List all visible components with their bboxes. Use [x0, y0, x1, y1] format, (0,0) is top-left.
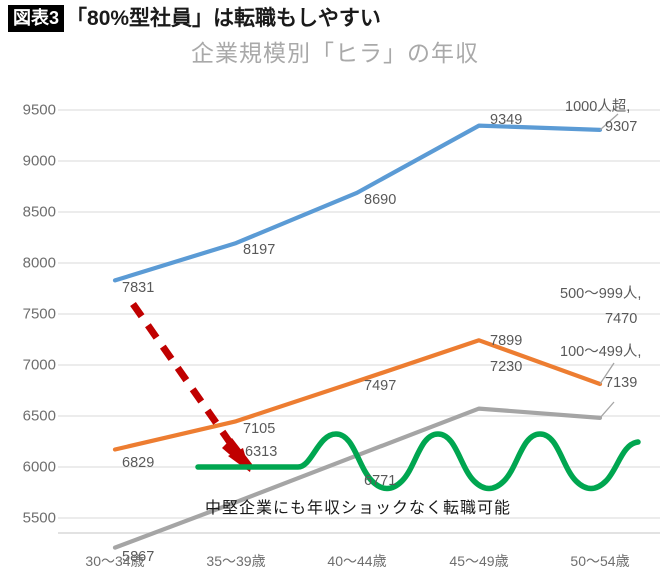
title-row: 図表3 「80%型社員」は転職もしやすい	[8, 5, 381, 32]
leader-line-orange	[599, 362, 615, 385]
data-label-blue: 8690	[364, 192, 397, 208]
green-wave-annotation	[195, 431, 641, 492]
series-line-blue	[112, 123, 603, 283]
series-label-orange: 500〜999人,	[560, 286, 642, 302]
data-label-orange: 7497	[364, 378, 397, 394]
data-label-orange: 7470	[605, 311, 638, 327]
data-label-gray: 5867	[122, 549, 155, 565]
leader-line-gray	[599, 401, 615, 419]
data-label-orange: 6829	[122, 455, 155, 471]
red-dashed-arrow-annotation	[130, 301, 252, 472]
data-label-orange: 7105	[243, 421, 276, 437]
plot-area: 9500 9000 8500 8000 7500 7000 6500 6000 …	[0, 82, 670, 575]
data-label-blue: 7831	[122, 280, 155, 296]
y-axis: 9500 9000 8500 8000 7500 7000 6500 6000 …	[0, 82, 56, 575]
data-label-gray: 7230	[490, 359, 523, 375]
data-label-orange: 7899	[490, 333, 523, 349]
x-tick-label: 50〜54歳	[570, 553, 630, 569]
x-tick-label: 30〜34歳	[85, 553, 145, 569]
data-label-gray: 6771	[364, 473, 397, 489]
annotation-caption: 中堅企業にも年収ショックなく転職可能	[205, 500, 512, 517]
y-tick-label: 7000	[22, 356, 56, 374]
page-title: 「80%型社員」は転職もしやすい	[66, 7, 381, 30]
data-label-blue: 9307	[605, 119, 638, 135]
series-label-gray: 100〜499人,	[560, 344, 642, 360]
series-line-gray	[112, 406, 603, 550]
data-label-blue: 9349	[490, 112, 523, 128]
figure-badge: 図表3	[8, 5, 65, 32]
y-tick-label: 7500	[22, 305, 56, 323]
y-tick-label: 5500	[22, 509, 56, 527]
data-label-gray: 7139	[605, 375, 638, 391]
data-label-blue: 8197	[243, 242, 276, 258]
chart-subtitle: 企業規模別「ヒラ」の年収	[191, 40, 479, 66]
y-tick-label: 9500	[22, 101, 56, 119]
series-label-blue: 1000人超,	[565, 99, 631, 115]
chart-canvas	[58, 109, 660, 550]
y-tick-label: 6000	[22, 458, 56, 476]
series-line-orange	[112, 338, 603, 452]
chart-header: 図表3 「80%型社員」は転職もしやすい 企業規模別「ヒラ」の年収	[0, 0, 670, 82]
y-tick-label: 8000	[22, 254, 56, 272]
x-tick-label: 35〜39歳	[206, 553, 266, 569]
y-tick-label: 6500	[22, 407, 56, 425]
x-tick-label: 45〜49歳	[449, 553, 509, 569]
x-axis: 30〜34歳 35〜39歳 40〜44歳 45〜49歳 50〜54歳	[0, 541, 670, 575]
x-tick-label: 40〜44歳	[327, 553, 387, 569]
y-tick-label: 9000	[22, 152, 56, 170]
leader-line-blue	[599, 113, 619, 131]
y-tick-label: 8500	[22, 203, 56, 221]
data-label-gray: 6313	[245, 444, 278, 460]
